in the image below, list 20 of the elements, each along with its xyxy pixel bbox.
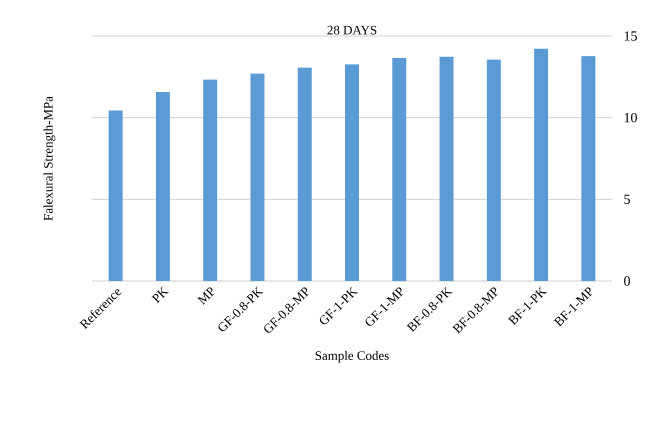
bar <box>156 92 170 281</box>
x-tick-label: PK <box>151 286 169 304</box>
bar <box>203 80 218 281</box>
bar <box>108 110 123 281</box>
y-tick-label: 15 <box>624 31 637 41</box>
bar <box>440 56 454 281</box>
chart-title: 28 DAYS <box>327 26 376 34</box>
bar <box>392 58 406 281</box>
y-axis-title: Falexural Strength-MPa <box>44 96 56 221</box>
bar <box>534 48 548 281</box>
bar <box>250 74 264 281</box>
bar <box>581 56 596 281</box>
bar <box>345 64 360 281</box>
y-tick-label: 0 <box>624 276 630 286</box>
y-tick-label: 10 <box>624 112 637 122</box>
bar <box>486 60 501 281</box>
y-tick-label: 5 <box>624 194 630 204</box>
bar <box>298 68 312 281</box>
x-axis-title: Sample Codes <box>316 350 389 363</box>
x-tick-label: MP <box>197 287 214 305</box>
